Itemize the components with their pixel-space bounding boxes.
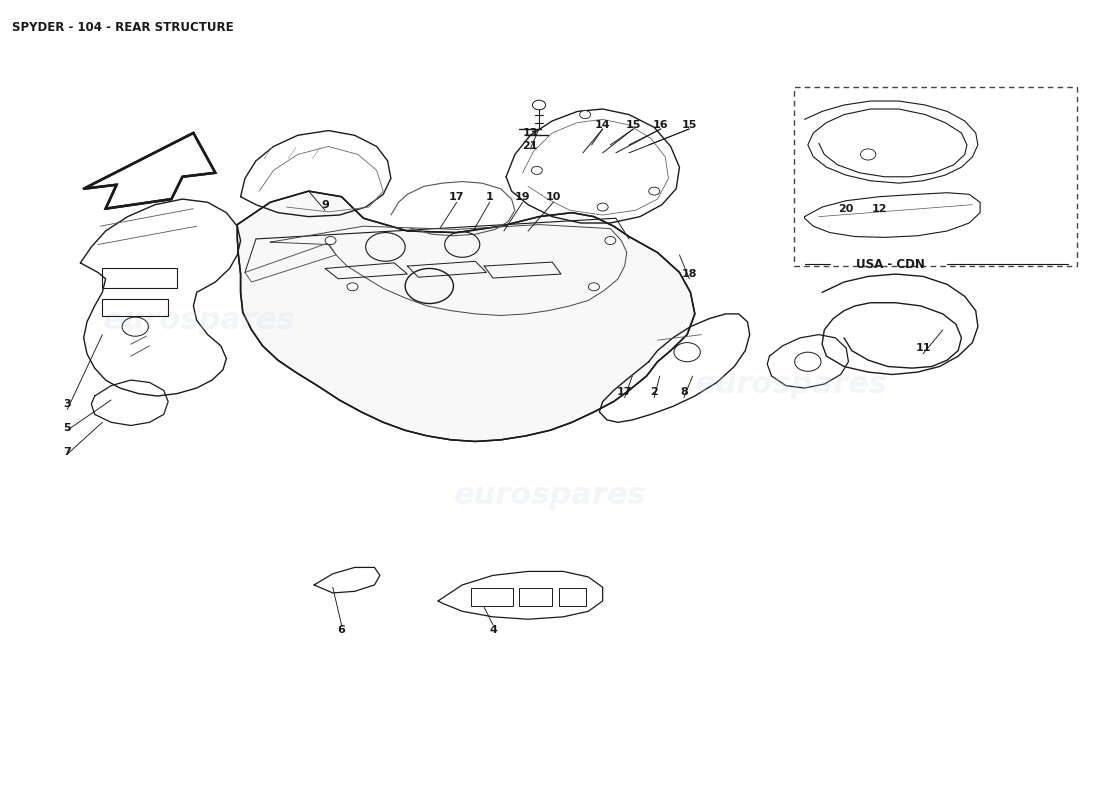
Text: 9: 9 [321,200,329,210]
Bar [559,588,586,606]
Text: 15: 15 [682,120,697,130]
Text: 4: 4 [490,625,497,634]
Circle shape [597,203,608,211]
Text: 18: 18 [682,269,697,279]
Circle shape [346,283,358,290]
Text: 10: 10 [546,192,561,202]
Bar [102,269,177,288]
FancyBboxPatch shape [793,86,1077,266]
Polygon shape [238,191,695,442]
Circle shape [860,149,876,160]
Text: 6: 6 [338,625,345,634]
Text: 14: 14 [595,120,610,130]
Text: 5: 5 [64,423,72,433]
Text: eurospares: eurospares [695,370,888,398]
Circle shape [532,100,546,110]
Text: 17: 17 [449,192,464,202]
Text: 16: 16 [653,120,669,130]
Circle shape [605,237,616,245]
Text: 7: 7 [64,447,72,457]
Circle shape [326,237,336,245]
Circle shape [588,283,600,290]
Bar [519,588,552,606]
Text: eurospares: eurospares [453,481,647,510]
Polygon shape [84,133,216,209]
Circle shape [531,166,542,174]
Text: 11: 11 [915,343,931,353]
Text: 3: 3 [64,399,72,409]
Bar [102,298,168,316]
Text: 21: 21 [522,142,538,151]
Text: 8: 8 [680,387,688,397]
Circle shape [649,187,660,195]
Text: 12: 12 [871,204,887,214]
Text: 19: 19 [515,192,530,202]
Text: 13: 13 [522,128,538,138]
Text: 17: 17 [617,387,632,397]
Text: 1: 1 [486,192,494,202]
Text: SPYDER - 104 - REAR STRUCTURE: SPYDER - 104 - REAR STRUCTURE [12,22,234,34]
Text: USA - CDN: USA - CDN [856,258,925,271]
Text: 20: 20 [838,204,854,214]
Text: eurospares: eurospares [102,306,295,334]
Circle shape [580,110,591,118]
Text: 15: 15 [626,120,641,130]
Bar [471,588,513,606]
Text: 2: 2 [650,387,658,397]
